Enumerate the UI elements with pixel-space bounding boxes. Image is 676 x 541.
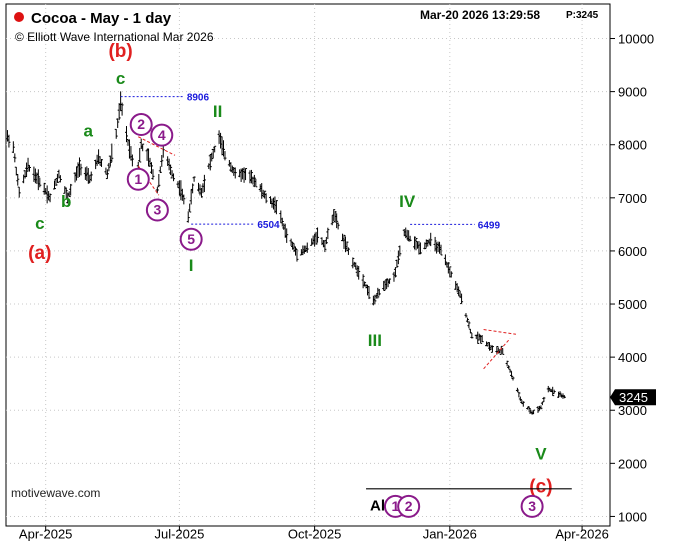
circled-label-ring <box>145 198 169 222</box>
trendline <box>138 136 176 156</box>
timestamp-text: Mar-20 2026 13:29:58 <box>420 8 540 22</box>
level-label: 8906 <box>187 93 210 104</box>
level-label: 6499 <box>478 220 501 231</box>
wave-label: III <box>368 331 382 350</box>
wave-label: b <box>61 192 71 211</box>
x-tick-label: Jul-2025 <box>154 527 204 541</box>
level-label: 6504 <box>257 220 280 231</box>
y-tick-label: 1000 <box>618 509 647 524</box>
circled-label: 2 <box>137 116 145 132</box>
x-tick-label: Oct-2025 <box>288 527 341 541</box>
circled-label: 3 <box>528 498 536 514</box>
circled-label: 3 <box>153 202 161 218</box>
wave-label: I <box>189 256 194 275</box>
wave-label: II <box>213 102 222 121</box>
price-bars <box>5 91 566 415</box>
circled-label: 2 <box>405 498 413 514</box>
y-tick-label: 3000 <box>618 403 647 418</box>
watermark-text: motivewave.com <box>11 486 100 500</box>
y-tick-label: 2000 <box>618 456 647 471</box>
chart-title: Cocoa - May - 1 day <box>31 10 172 27</box>
wave-label: (c) <box>529 476 552 497</box>
wave-label: (b) <box>108 41 132 62</box>
y-tick-label: 10000 <box>618 32 654 47</box>
circled-label: 1 <box>392 498 400 514</box>
trendline <box>483 329 517 335</box>
y-tick-label: 4000 <box>618 350 647 365</box>
grid <box>6 4 610 526</box>
wave-label: c <box>116 69 125 88</box>
circled-label: 1 <box>134 171 142 187</box>
wave-label: V <box>535 444 547 463</box>
circled-label: 4 <box>158 127 166 143</box>
circled-label-ring <box>397 494 421 518</box>
wave-label: a <box>84 121 94 140</box>
price-tag-text: P:3245 <box>566 10 599 21</box>
circled-label-ring <box>520 494 544 518</box>
wave-label: c <box>35 214 44 233</box>
wave-label: (a) <box>28 243 51 264</box>
y-tick-label: 8000 <box>618 138 647 153</box>
y-tick-label: 5000 <box>618 297 647 312</box>
copyright-text: © Elliott Wave International Mar 2026 <box>15 30 214 44</box>
annotation-lines: 8906 6504 6499 <box>120 93 517 370</box>
x-tick-label: Jan-2026 <box>423 527 477 541</box>
wave-label: IV <box>399 192 416 211</box>
x-tick-label: Apr-2025 <box>19 527 72 541</box>
circled-label-ring <box>179 227 203 251</box>
last-price-marker <box>610 389 656 406</box>
circled-label-ring <box>129 113 153 137</box>
axes: 1000 2000 3000 4000 5000 6000 7000 8000 9000 1000… <box>19 32 656 541</box>
last-price-label: 3245 <box>619 390 648 405</box>
x-tick-label: Apr-2026 <box>555 527 608 541</box>
trendline <box>483 338 511 370</box>
circled-label-ring <box>150 123 174 147</box>
y-tick-label: 6000 <box>618 244 647 259</box>
y-tick-label: 9000 <box>618 85 647 100</box>
title-dot-icon <box>14 12 24 22</box>
circled-label: 5 <box>187 231 195 247</box>
circled-label-ring <box>126 167 150 191</box>
y-tick-label: 7000 <box>618 191 647 206</box>
